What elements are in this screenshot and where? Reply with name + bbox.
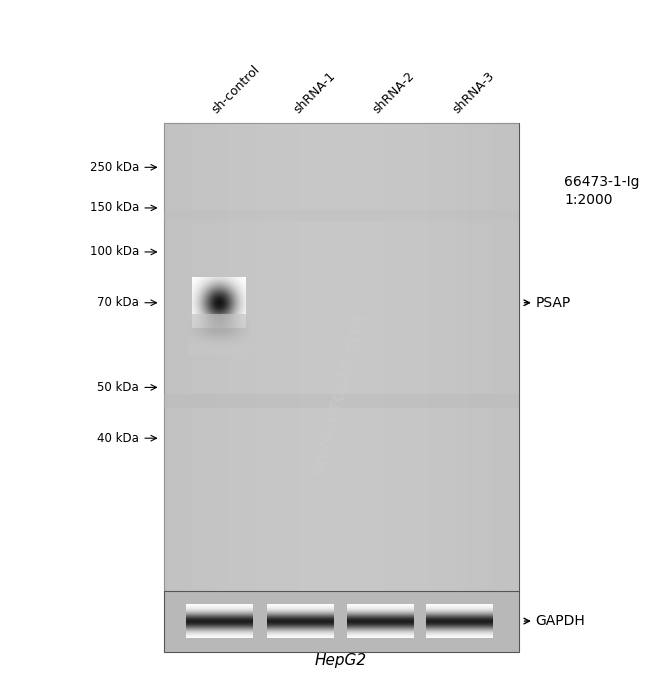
Text: sh-control: sh-control	[209, 63, 263, 116]
Text: 150 kDa: 150 kDa	[90, 201, 139, 214]
Text: shRNA-2: shRNA-2	[370, 70, 417, 116]
Text: WWW.PTGLAB.COM: WWW.PTGLAB.COM	[312, 311, 370, 477]
Bar	[164, 123, 519, 590]
Text: 100 kDa: 100 kDa	[90, 245, 139, 258]
Text: 250 kDa: 250 kDa	[90, 160, 139, 174]
Text: 70 kDa: 70 kDa	[98, 296, 139, 309]
Text: 40 kDa: 40 kDa	[98, 432, 139, 445]
Text: 50 kDa: 50 kDa	[98, 381, 139, 394]
Text: HepG2: HepG2	[315, 653, 367, 668]
Text: GAPDH: GAPDH	[536, 614, 586, 628]
Text: shRNA-1: shRNA-1	[291, 70, 337, 116]
Text: shRNA-3: shRNA-3	[450, 70, 497, 116]
Text: PSAP: PSAP	[536, 296, 571, 310]
Bar	[164, 590, 519, 651]
Text: 66473-1-Ig
1:2000: 66473-1-Ig 1:2000	[564, 175, 640, 207]
